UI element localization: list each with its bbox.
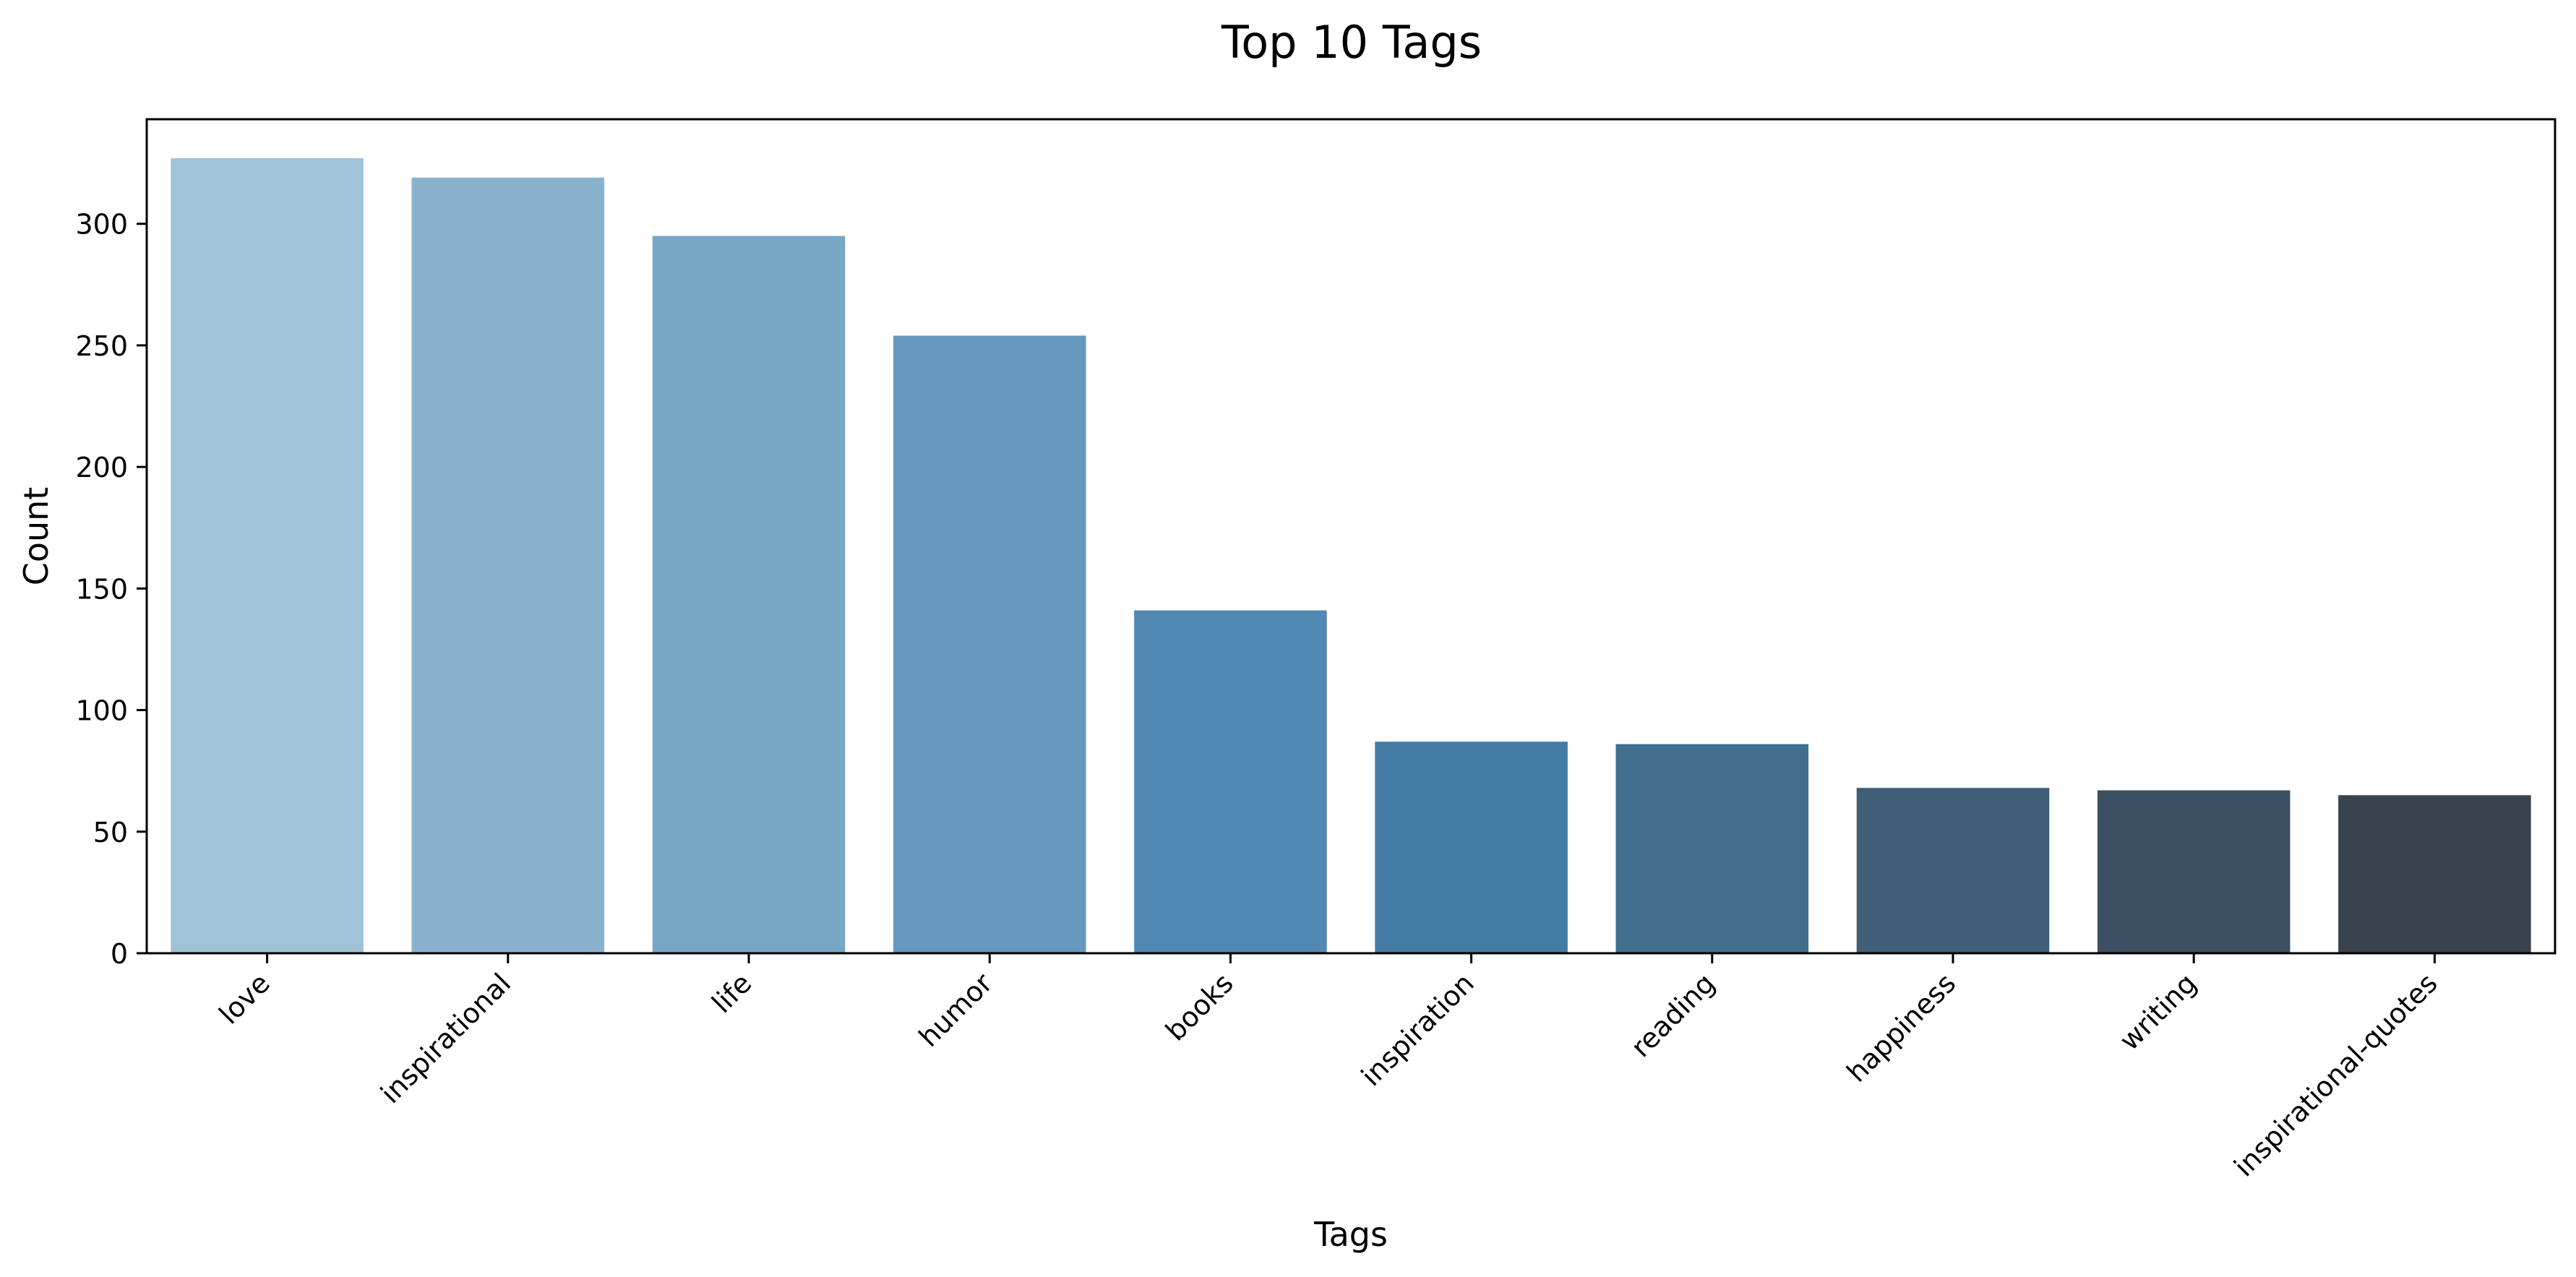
x-tick-label: inspirational-quotes [2228, 967, 2443, 1182]
plot-area [171, 158, 2531, 954]
bar-happiness [1856, 788, 2050, 953]
x-tick-label: humor [913, 967, 999, 1053]
bar-reading [1615, 744, 1809, 953]
bar-inspirational-quotes [2338, 795, 2531, 953]
chart-title: Top 10 Tags [1221, 16, 1482, 69]
bar-love [171, 158, 364, 953]
y-axis: 0 50 100 150 200 250 300 [75, 209, 147, 970]
axes-frame [145, 118, 2556, 955]
x-tick-label: life [705, 967, 757, 1019]
x-tick-label: writing [2113, 967, 2203, 1057]
x-tick-label: inspirational [374, 967, 517, 1109]
bar-books [1134, 610, 1327, 953]
x-axis-label: Tags [1313, 1215, 1388, 1254]
y-axis-label: Count [17, 487, 56, 586]
y-tick-label: 50 [93, 817, 128, 848]
bar-inspiration [1375, 741, 1568, 953]
y-tick-label: 100 [75, 695, 128, 727]
bar-life [652, 236, 846, 954]
y-tick-label: 0 [111, 938, 128, 970]
bar-inspirational [411, 177, 605, 954]
x-axis: love inspirational life humor books inspirati… [213, 953, 2444, 1183]
y-tick-label: 200 [75, 452, 128, 483]
x-tick-label: reading [1625, 967, 1721, 1063]
y-tick-label: 300 [75, 209, 128, 241]
y-tick-label: 150 [75, 573, 128, 605]
bar-writing [2097, 790, 2291, 953]
x-tick-label: love [213, 967, 276, 1030]
bar-humor [893, 335, 1086, 953]
x-tick-label: happiness [1841, 967, 1962, 1088]
x-tick-label: books [1159, 967, 1240, 1047]
y-tick-label: 250 [75, 330, 128, 362]
x-tick-label: inspiration [1355, 967, 1480, 1092]
